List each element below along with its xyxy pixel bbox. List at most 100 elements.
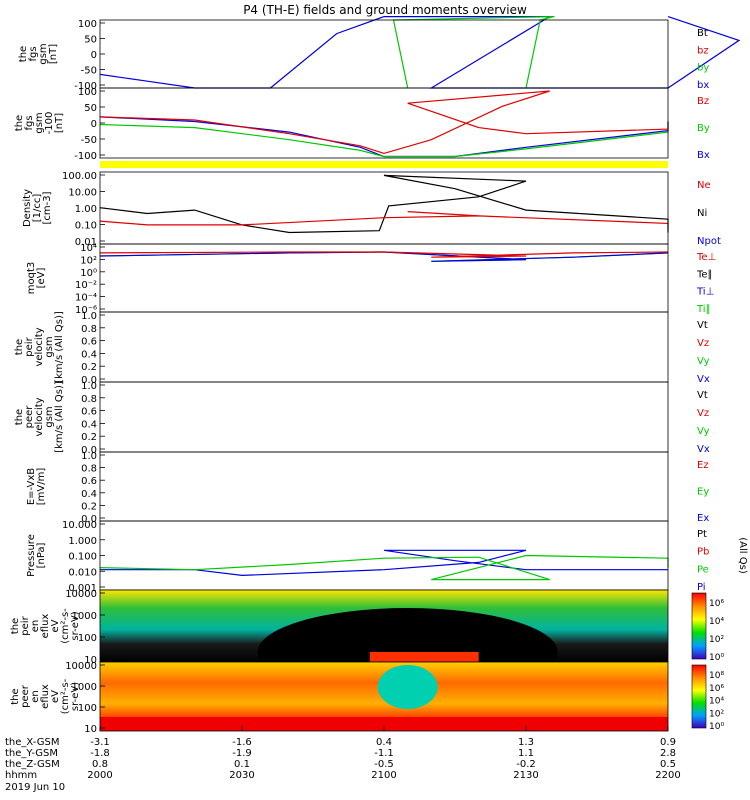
y-tick-label: 0 [91,50,97,61]
y-axis-label-line: the [10,688,21,704]
y-axis-label-line: sr-eV) [70,682,81,711]
legend-entry: Ey [697,487,709,498]
x-tick-label: -3.1 [90,737,110,748]
y-tick-label: 1000 [72,682,97,693]
y-axis-label-line: gsm [44,406,55,427]
y-tick-label: 0.2 [81,501,97,512]
y-tick-label: 0.4 [81,489,97,500]
x-tick-label: 0.5 [660,759,676,770]
x-axis-row-label: the_Z-GSM [5,759,60,770]
x-axis-row-label: the_Y-GSM [5,748,58,759]
colorbar: 10⁶ 10⁴ 10² 10⁰ [691,592,724,663]
colorbar-tick-label: 10⁶ [709,684,724,694]
legend-entry: Pb [697,547,709,558]
colorbar-tick-label: 10² [709,709,724,719]
x-axis-row-label: hhmm [5,770,37,781]
colorbar-tick-label: 10⁰ [709,722,724,732]
y-axis-label-line: -100 [44,112,55,135]
y-tick-label: 10⁻⁶ [75,305,97,316]
y-tick-label: 0.0 [81,445,97,456]
plot-title: P4 (TH-E) fields and ground moments over… [243,3,527,17]
panel-frame [99,19,669,89]
x-tick-label: 0.9 [660,737,676,748]
y-axis-label: thepeirvelocitygsm[km/s (All Qs)] [14,311,65,383]
series-line-bx [99,16,741,89]
y-axis-label-line: [mV/m] [36,468,47,506]
series-line-Ne [99,211,669,230]
y-axis-label-line: (cm²-s- [60,678,71,714]
series-line-by [392,16,555,89]
y-axis-label: moqt3[eV] [26,262,47,295]
legend-entry: Vt [697,390,708,401]
y-axis-label-line: peer [24,405,35,429]
y-axis-label-line: [nT] [48,44,59,64]
y-axis-label-line: the [14,409,25,425]
y-axis-label-line: [cm-3] [42,191,53,224]
y-axis-label-line: gsm [44,336,55,357]
y-tick-label: 10 [84,724,97,735]
y-tick-label: 0 [91,119,97,130]
y-axis-label: Density[1/cc][cm-3] [22,189,53,227]
x-axis-row-label: the_X-GSM [5,737,59,748]
y-axis-label: thepeerenefluxeV(cm²-s-sr-eV) [10,678,81,714]
y-axis-label-line: [nT] [54,113,65,133]
y-axis-label-line: the [14,115,25,131]
y-tick-label: 10.000 [62,520,97,531]
panel-fgs: 100 50 0 -50 -100 thefgsgsm[nT] Bt bz by bx [18,16,741,92]
y-axis-label-line: [km/s (All Qs)] [54,311,65,383]
y-axis-label-line: (cm²-s- [60,608,71,644]
panel-efield: 1.0 0.80.6 0.40.2 0.0 E=-VxB[mV/m] Ez Ey Ex [26,451,709,525]
colorbar-tick-label: 10⁰ [709,653,724,663]
y-tick-label: 10⁻² [75,280,97,291]
legend-entry: Ti∥ [696,304,711,315]
y-tick-label: 0.100 [68,552,97,563]
legend-entry: by [697,63,709,74]
y-tick-label: 10000 [65,589,97,600]
y-tick-label: 10⁻⁴ [75,293,97,304]
panel-frame [99,311,669,383]
y-axis-label: Pressure[nPa] [26,534,47,577]
x-tick-label: -0.5 [374,759,394,770]
y-tick-label: 0.4 [81,349,97,360]
y-axis-label-line: fgs [24,115,35,130]
x-tick-label: 0.1 [234,759,250,770]
y-tick-label: 10.00 [68,188,97,199]
legend-entry: Ti⊥ [696,287,714,298]
legend-entry: Ez [697,460,709,471]
y-tick-label: 50 [84,103,97,114]
y-tick-label: 0.4 [81,419,97,430]
y-axis-label-line: eflux [40,684,51,709]
x-tick-label: -1.6 [232,737,252,748]
y-axis-label-line: peer [20,684,31,708]
y-tick-label: 0.6 [81,476,97,487]
y-axis-label-line: eV [50,619,61,632]
legend-entry: Ex [697,513,709,524]
flag-bar [100,161,668,168]
y-axis-label-line: fgs [28,46,39,61]
series-line-Pi [100,549,668,577]
x-tick-label: 2200 [655,770,680,781]
y-axis-label-line: E=-VxB [26,468,37,505]
colorbar-scale [691,592,707,660]
y-tick-label: -50 [81,66,97,77]
y-tick-label: 10000 [65,661,97,672]
side-label: (All Qs) [737,537,748,574]
y-axis-label-line: sr-eV) [70,611,81,640]
x-axis-row-label: 2019 Jun 10 [5,782,65,793]
y-tick-label: 100 [78,633,97,644]
y-axis-label-line: eflux [40,614,51,639]
x-tick-label: 1.3 [518,737,534,748]
legend-entry: Pt [697,529,707,540]
legend-entry: Bx [697,150,710,161]
heatmap-cool-region [377,665,438,709]
x-tick-label: -1.9 [232,748,252,759]
y-tick-label: 0.6 [81,337,97,348]
colorbar: 10⁸ 10⁶ 10⁴ 10² 10⁰ [691,664,724,732]
y-axis-label-line: en [30,690,41,703]
y-axis-label: E=-VxB[mV/m] [26,468,47,506]
y-tick-label: 0.2 [81,362,97,373]
y-tick-label: 100 [78,87,97,98]
y-tick-label: 1.0 [81,381,97,392]
colorbar-scale [691,664,707,729]
